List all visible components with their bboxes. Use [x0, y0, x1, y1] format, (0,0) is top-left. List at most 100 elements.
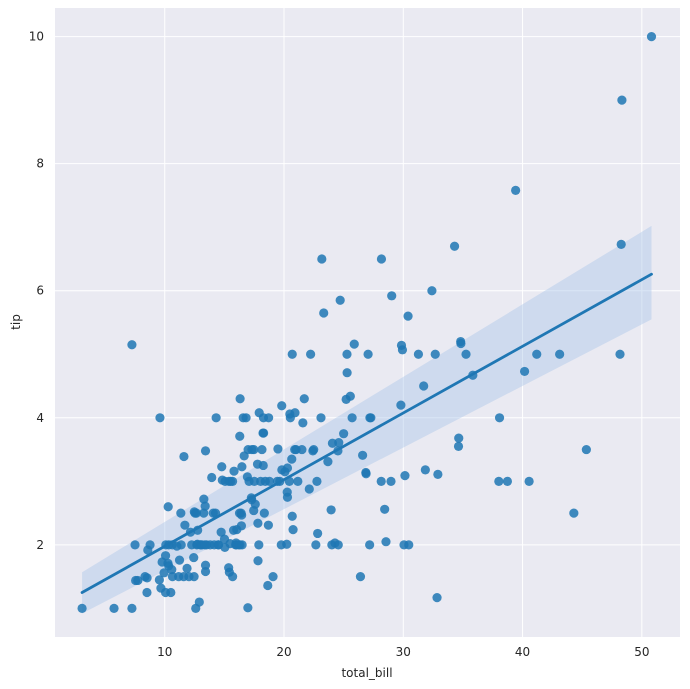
data-point: [376, 254, 387, 264]
data-point: [326, 505, 336, 515]
data-point: [166, 587, 176, 598]
data-point: [299, 394, 309, 404]
data-point: [277, 401, 287, 411]
data-point: [235, 431, 245, 441]
data-point: [413, 349, 424, 359]
data-point: [453, 441, 464, 451]
data-point: [347, 413, 357, 423]
y-tick-label: 10: [29, 30, 44, 44]
data-point: [494, 476, 504, 486]
y-tick-label: 8: [36, 157, 44, 171]
data-point: [199, 494, 209, 504]
data-point: [502, 476, 513, 486]
data-point: [355, 572, 366, 582]
data-point: [297, 444, 307, 455]
data-point: [334, 437, 344, 448]
data-point: [189, 572, 199, 582]
data-point: [366, 413, 376, 423]
data-point: [200, 560, 211, 570]
data-point: [376, 476, 386, 486]
data-point: [228, 572, 238, 582]
data-point: [133, 575, 143, 586]
data-point: [155, 413, 165, 423]
data-point: [263, 580, 273, 591]
data-point: [109, 603, 119, 614]
data-point: [174, 555, 185, 565]
data-point: [313, 528, 323, 539]
data-point: [335, 295, 345, 305]
data-point: [235, 394, 245, 404]
data-point: [282, 492, 293, 502]
data-point: [532, 349, 542, 359]
data-point: [387, 291, 397, 301]
data-point: [287, 511, 297, 521]
data-point: [461, 349, 471, 359]
data-point: [176, 540, 186, 550]
data-point: [142, 573, 152, 583]
regression-line-group: [80, 272, 653, 594]
data-point: [345, 391, 355, 401]
data-point: [257, 444, 267, 455]
data-point: [264, 476, 275, 486]
data-point: [200, 446, 211, 456]
data-point: [386, 476, 396, 486]
data-point: [288, 525, 298, 535]
data-point: [268, 572, 278, 582]
data-point: [217, 462, 227, 472]
data-point: [191, 508, 202, 518]
data-point: [163, 502, 173, 512]
x-tick-label: 30: [396, 645, 411, 659]
data-point: [298, 418, 308, 428]
data-point: [259, 508, 269, 518]
x-axis-label: total_bill: [341, 666, 392, 680]
data-point: [380, 504, 390, 514]
data-point: [420, 465, 430, 475]
data-point: [311, 540, 321, 550]
data-point: [127, 340, 137, 350]
data-point: [433, 469, 443, 479]
data-point: [365, 540, 375, 550]
data-point: [333, 540, 343, 550]
data-point: [263, 520, 273, 530]
data-point: [130, 540, 140, 550]
data-point: [176, 508, 186, 518]
data-point: [306, 349, 316, 359]
data-point: [127, 603, 137, 614]
data-point: [287, 349, 297, 359]
data-point: [358, 450, 368, 460]
data-point: [253, 518, 263, 528]
data-point: [293, 476, 303, 486]
data-point: [519, 366, 530, 377]
data-point: [304, 484, 314, 494]
data-point: [236, 521, 247, 531]
data-point: [319, 308, 329, 318]
data-point: [253, 556, 263, 566]
data-point: [264, 413, 274, 423]
data-point: [309, 444, 319, 455]
data-point: [180, 520, 190, 530]
data-point: [312, 476, 322, 486]
data-point: [250, 499, 260, 509]
data-point: [249, 476, 259, 486]
data-point: [404, 540, 414, 550]
data-point: [199, 508, 209, 518]
data-point: [396, 400, 406, 410]
y-tick-label: 2: [36, 538, 44, 552]
data-point: [616, 239, 626, 249]
x-tick-label: 10: [157, 645, 172, 659]
data-point: [400, 471, 410, 481]
data-point: [615, 349, 625, 359]
data-point: [339, 429, 349, 439]
data-point: [249, 444, 259, 455]
data-point: [259, 428, 269, 438]
data-point: [454, 433, 464, 443]
data-point: [617, 95, 627, 105]
data-point: [254, 540, 264, 550]
data-point: [258, 460, 268, 471]
data-point: [581, 444, 591, 455]
data-point: [179, 451, 189, 462]
data-point: [229, 466, 239, 476]
data-point: [397, 345, 408, 355]
data-point: [228, 476, 238, 486]
